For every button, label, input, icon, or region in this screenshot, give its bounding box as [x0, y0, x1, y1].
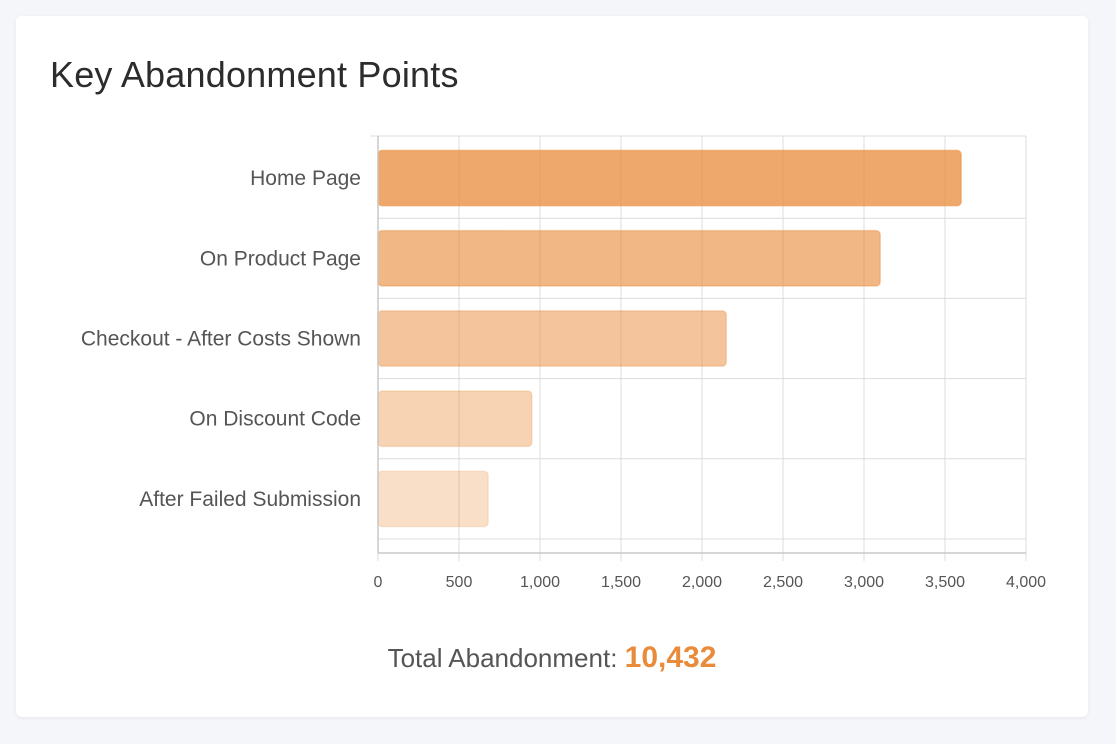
total-value: 10,432 [624, 641, 717, 674]
x-tick-label: 0 [374, 574, 383, 591]
bar[interactable] [377, 470, 489, 528]
category-label: On Discount Code [189, 408, 361, 431]
x-tick-label: 4,000 [1006, 574, 1046, 591]
x-tick-label: 2,000 [682, 574, 722, 591]
x-tick-label: 3,500 [925, 574, 965, 591]
category-label: After Failed Submission [139, 488, 361, 511]
grid-lines [370, 135, 1027, 561]
bar[interactable] [377, 390, 533, 448]
bars [377, 149, 962, 528]
total-label: Total Abandonment: [387, 643, 625, 673]
x-tick-label: 500 [446, 574, 473, 591]
page-title: Key Abandonment Points [50, 54, 459, 95]
total-abandonment: Total Abandonment: 10,432 [16, 641, 1088, 675]
x-tick-label: 2,500 [763, 574, 803, 591]
x-tick-label: 3,000 [844, 574, 884, 591]
axes [377, 136, 1026, 554]
bar[interactable] [377, 310, 728, 367]
category-label: Checkout - After Costs Shown [81, 328, 361, 351]
category-label: On Product Page [200, 247, 361, 270]
x-tick-label: 1,500 [601, 574, 641, 591]
bar[interactable] [377, 149, 962, 207]
bar-chart: Home Page On Product Page Checkout - After… [81, 135, 1047, 591]
x-tick-labels: 0 500 1,000 1,500 2,000 2,500 3,000 3,500 4,000 [374, 574, 1047, 591]
category-label: Home Page [250, 167, 361, 190]
x-tick-label: 1,000 [520, 574, 560, 591]
chart-card: Key Abandonment Points Home Page On Produ… [16, 16, 1088, 717]
category-labels: Home Page On Product Page Checkout - After… [81, 167, 361, 511]
bar[interactable] [377, 229, 881, 287]
